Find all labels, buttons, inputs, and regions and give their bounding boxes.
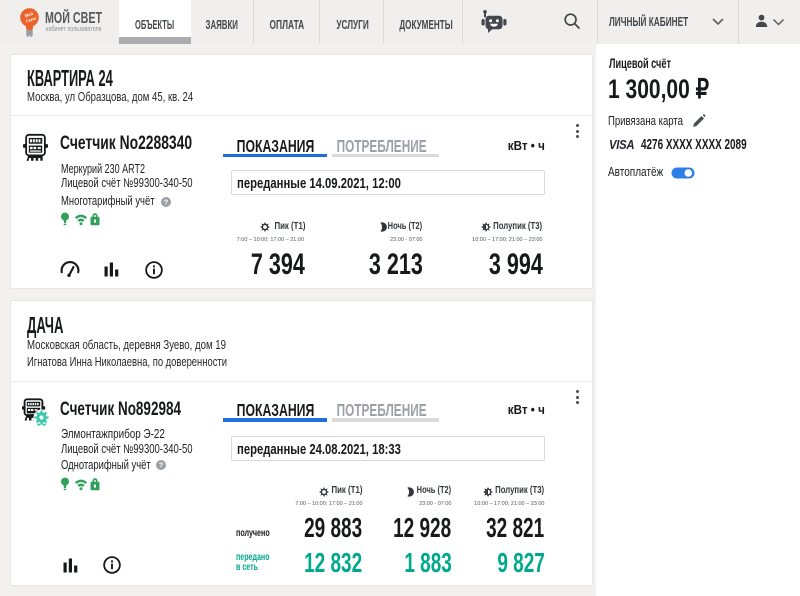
svg-text:Мой: Мой (23, 11, 34, 19)
svg-text:?: ? (159, 461, 164, 470)
svg-text:Свет: Свет (25, 15, 37, 23)
svg-text:?: ? (163, 198, 168, 207)
